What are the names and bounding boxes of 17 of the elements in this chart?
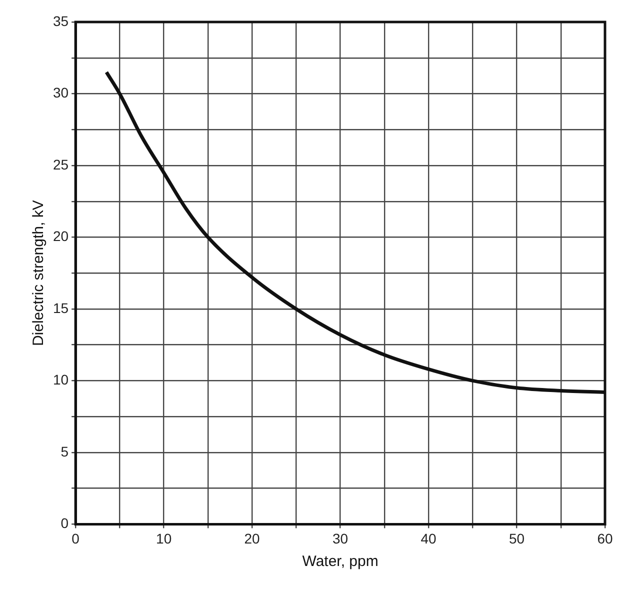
y-tick-label: 10 bbox=[52, 372, 69, 388]
x-tick-label: 0 bbox=[72, 530, 80, 546]
y-tick-label: 5 bbox=[60, 443, 69, 460]
x-tick-label: 60 bbox=[597, 530, 613, 546]
x-axis-title: Water, ppm bbox=[302, 553, 378, 570]
y-tick-label: 0 bbox=[60, 515, 69, 532]
y-tick-label: 30 bbox=[52, 84, 69, 101]
y-tick-label: 15 bbox=[52, 300, 69, 316]
x-tick-label: 10 bbox=[156, 530, 172, 546]
y-tick-label: 35 bbox=[52, 12, 69, 29]
y-tick-label: 25 bbox=[52, 156, 69, 172]
y-axis-title: Dielectric strength, kV bbox=[30, 200, 48, 346]
x-tick-label: 50 bbox=[508, 530, 525, 546]
x-tick-label: 30 bbox=[332, 530, 348, 546]
x-tick-label: 40 bbox=[420, 530, 437, 546]
y-tick-label: 20 bbox=[52, 228, 69, 244]
x-tick-label: 20 bbox=[244, 530, 260, 546]
